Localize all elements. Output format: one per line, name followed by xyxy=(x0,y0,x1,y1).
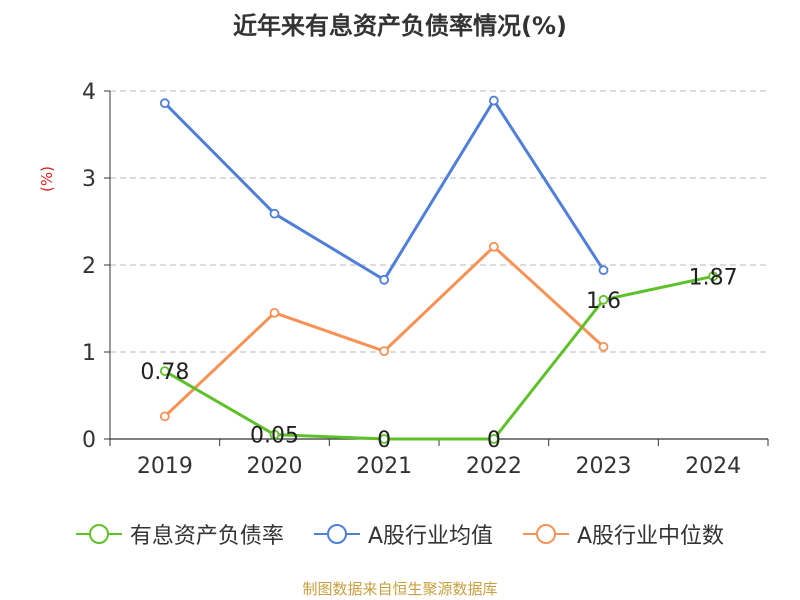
legend-label-industry-median: A股行业中位数 xyxy=(577,524,725,549)
data-point-2 xyxy=(598,341,609,352)
data-point-1 xyxy=(488,95,499,106)
data-point-0 xyxy=(488,434,499,444)
series-line-0 xyxy=(164,274,714,441)
data-point-0 xyxy=(159,366,170,377)
y-tick-label: 2 xyxy=(82,254,96,279)
data-point-1 xyxy=(159,98,170,109)
series-line-2 xyxy=(163,245,605,418)
data-label: 0.05 xyxy=(250,424,299,449)
y-axis-label: (%) xyxy=(38,166,56,192)
legend-marker-green-icon xyxy=(75,524,122,544)
legend-item-debt-ratio[interactable]: 有息资产负债率 xyxy=(75,518,284,550)
grid-layer xyxy=(110,90,768,353)
data-point-1 xyxy=(269,208,280,219)
x-tick-label: 2022 xyxy=(466,454,522,479)
data-label: 0 xyxy=(377,428,391,453)
source-note: 制图数据来自恒生聚源数据库 xyxy=(302,580,498,598)
data-point-0 xyxy=(379,434,390,444)
x-tick-label: 2024 xyxy=(685,454,741,479)
chart-title: 近年来有息资产负债率情况(%) xyxy=(233,12,567,40)
x-tick-label: 2019 xyxy=(137,454,193,479)
data-point-2 xyxy=(159,411,170,422)
data-label: 1.6 xyxy=(586,289,621,314)
label-layer: 0.78 0.05 0 0 1.6 1.87 xyxy=(140,265,737,453)
legend-label-debt-ratio: 有息资产负债率 xyxy=(129,524,284,549)
data-point-2 xyxy=(488,241,499,252)
legend: 有息资产负债率 A股行业均值 A股行业中位数 xyxy=(0,518,800,550)
y-tick-label: 4 xyxy=(82,80,96,105)
data-point-1 xyxy=(598,265,609,276)
data-point-0 xyxy=(598,294,609,305)
series-line-1 xyxy=(163,99,605,282)
legend-marker-blue-icon xyxy=(313,524,360,544)
series-layer xyxy=(159,95,719,444)
legend-marker-orange-icon xyxy=(523,524,569,544)
legend-label-industry-mean: A股行业均值 xyxy=(367,524,493,549)
data-label: 0.78 xyxy=(140,360,189,385)
y-tick-label: 3 xyxy=(82,167,96,192)
axis-layer: 0 1 2 3 4 (%) 2019 2020 2021 2022 2023 2024 xyxy=(38,80,769,479)
data-label: 1.87 xyxy=(689,265,738,290)
legend-item-industry-median[interactable]: A股行业中位数 xyxy=(523,518,724,550)
data-point-0 xyxy=(269,429,280,440)
x-tick-label: 2023 xyxy=(576,454,632,479)
legend-item-industry-mean[interactable]: A股行业均值 xyxy=(313,518,493,550)
data-point-1 xyxy=(379,274,390,285)
x-tick-label: 2021 xyxy=(356,454,412,479)
y-tick-label: 0 xyxy=(82,428,96,453)
data-point-2 xyxy=(269,307,280,318)
y-tick-label: 1 xyxy=(82,341,96,366)
data-point-2 xyxy=(379,346,390,357)
data-label: 0 xyxy=(487,428,501,453)
x-tick-label: 2020 xyxy=(247,454,303,479)
data-point-0 xyxy=(708,271,719,282)
